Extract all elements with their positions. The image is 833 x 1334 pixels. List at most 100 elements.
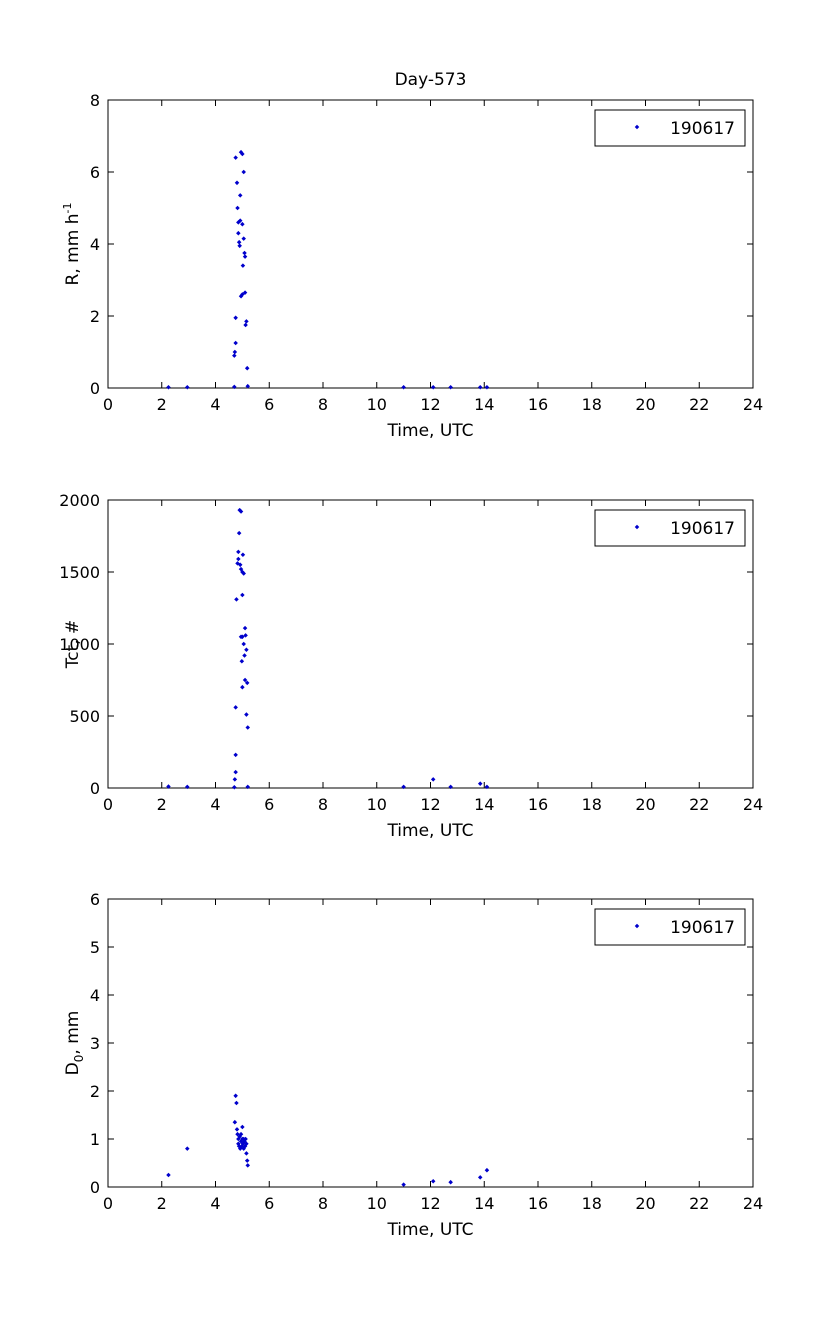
y-tick-label: 1000 [59,635,100,654]
legend-box [594,509,746,547]
data-point [232,384,237,390]
data-point [244,1151,249,1156]
y-axis-label: R, mm h-1 [61,203,83,286]
data-point [484,784,490,790]
x-tick-label: 12 [420,1194,440,1213]
y-tick-label: 0 [90,779,100,798]
x-tick-label: 8 [318,1194,328,1213]
data-point [242,254,248,259]
y-axis-label-superscript: -1 [61,203,74,214]
data-point [238,509,244,514]
data-point [243,1136,248,1142]
y-tick-label: 8 [90,91,100,110]
data-point [477,781,483,786]
y-tick-label: 500 [69,707,100,726]
legend: 190617 [594,109,746,147]
data-point [166,385,171,390]
data-point [484,385,490,390]
x-tick-label: 4 [210,395,220,414]
legend-label: 190617 [670,519,735,539]
y-tick-label: 4 [90,235,100,254]
legend: 190617 [594,509,746,547]
x-tick-label: 4 [210,795,220,814]
x-tick-label: 10 [367,395,387,414]
data-point [448,1179,453,1185]
y-axis-label-subscript: 0 [72,1055,86,1063]
x-tick-label: 22 [689,795,709,814]
data-point [233,340,238,346]
chart-panel-2: 0 2 4 6 8 10 12 14 16 18 20 22 240500100015002000Tim… [59,491,763,841]
x-tick-label: 2 [157,795,167,814]
x-tick-label: 8 [318,395,328,414]
data-point [166,1172,171,1178]
x-tick-label: 12 [420,795,440,814]
data-point [401,385,406,390]
data-point [448,385,453,390]
y-axis-label: Tct, # [63,620,83,670]
x-tick-label: 24 [743,1194,763,1213]
y-tick-label: 2000 [59,491,100,510]
data-point [240,263,246,268]
data-point [232,349,238,355]
y-tick-label: 2 [90,1082,100,1101]
x-tick-label: 0 [103,1194,113,1213]
x-tick-label: 0 [103,795,113,814]
x-tick-label: 18 [582,395,602,414]
data-point [245,1163,251,1168]
data-point [484,1167,490,1173]
series-1 [166,1093,490,1187]
data-point [242,290,248,295]
x-tick-label: 22 [689,395,709,414]
x-tick-label: 10 [367,795,387,814]
x-axis-label: Time, UTC [386,421,473,441]
x-tick-label: 14 [474,395,494,414]
data-point [401,784,406,790]
y-tick-label: 4 [90,986,100,1005]
x-tick-label: 0 [103,395,113,414]
x-tick-label: 24 [743,795,763,814]
x-tick-label: 18 [582,795,602,814]
x-tick-label: 22 [689,1194,709,1213]
x-tick-label: 14 [474,1194,494,1213]
y-tick-label: 2 [90,307,100,326]
data-point [243,322,248,328]
x-tick-label: 6 [264,395,274,414]
x-axis-label: Time, UTC [386,821,473,841]
x-tick-label: 10 [367,1194,387,1213]
y-tick-label: 1500 [59,563,100,582]
legend-marker [634,923,640,929]
data-point [234,1127,240,1132]
x-tick-label: 8 [318,795,328,814]
legend-marker [634,524,640,530]
x-tick-label: 20 [635,795,655,814]
y-tick-label: 6 [90,163,100,182]
y-tick-label: 5 [90,938,100,957]
x-tick-label: 12 [420,395,440,414]
y-axis-label: D0, mm [63,1011,86,1076]
x-axis-label: Time, UTC [386,1220,473,1240]
data-point [233,315,238,321]
x-tick-label: 20 [635,1194,655,1213]
x-tick-label: 24 [743,395,763,414]
legend-label: 190617 [670,119,735,139]
x-tick-label: 20 [635,395,655,414]
data-point [232,1119,238,1125]
x-tick-label: 14 [474,795,494,814]
data-point [430,1178,436,1184]
data-point [234,1100,239,1106]
legend: 190617 [594,908,746,946]
data-point [448,784,453,790]
data-point [185,1146,190,1151]
legend-label: 190617 [670,918,735,938]
x-tick-label: 2 [157,395,167,414]
x-tick-label: 2 [157,1194,167,1213]
data-point [401,1182,406,1187]
data-point [430,777,436,782]
x-tick-label: 18 [582,1194,602,1213]
x-tick-label: 6 [264,795,274,814]
